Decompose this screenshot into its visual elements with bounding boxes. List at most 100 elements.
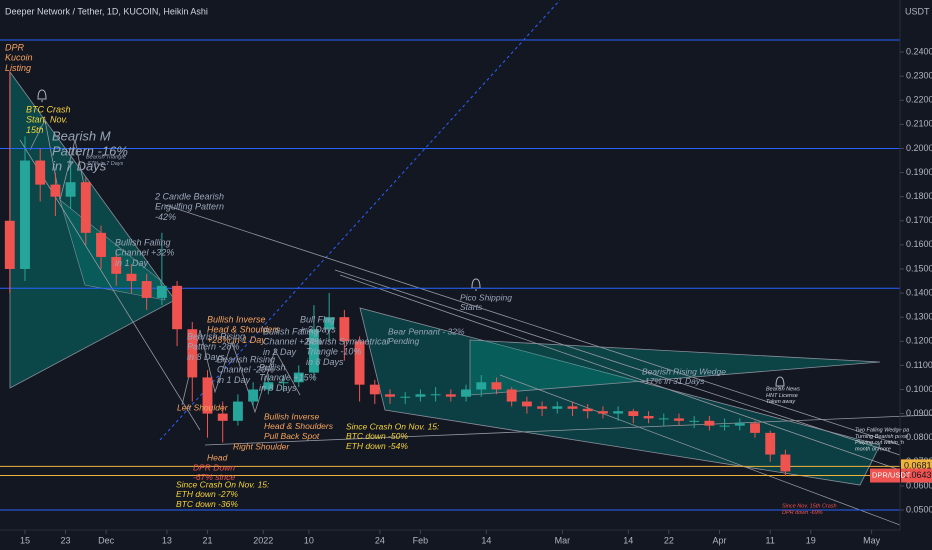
price-label: 0.0681 bbox=[904, 461, 932, 471]
annotation: Bullish Falling bbox=[115, 237, 171, 247]
candle-body bbox=[339, 317, 350, 342]
x-tick-label: 2022 bbox=[253, 535, 273, 545]
annotation: in 1 Day bbox=[115, 258, 149, 268]
annotation: BTC down -36% bbox=[176, 499, 238, 509]
candle-body bbox=[476, 382, 487, 390]
annotation: Channel +32% bbox=[115, 248, 174, 258]
y-tick-label: 0.0500 bbox=[906, 504, 932, 514]
x-tick-label: 15 bbox=[20, 535, 30, 545]
trend-line bbox=[204, 414, 932, 446]
annotation: DPR bbox=[5, 42, 25, 52]
annotation: Head bbox=[207, 452, 228, 462]
annotation: Bearish Rising bbox=[217, 354, 275, 364]
candle-body bbox=[369, 384, 380, 395]
annotation: Bull Flag bbox=[300, 314, 335, 324]
annotation: Taken away bbox=[766, 399, 796, 405]
annotation: Head & Shoulders bbox=[264, 421, 334, 431]
candle-body bbox=[628, 411, 639, 416]
drawings bbox=[9, 0, 932, 526]
candle-body bbox=[385, 394, 395, 397]
annotation: Pull Back Spot bbox=[264, 431, 320, 441]
candle-body bbox=[35, 160, 46, 185]
annotation: in 2 Day bbox=[263, 347, 297, 357]
x-tick-label: Dec bbox=[98, 535, 115, 545]
bell-icon bbox=[775, 376, 785, 389]
candle-body bbox=[96, 232, 106, 257]
annotation: DPR down -69% bbox=[782, 510, 823, 516]
annotation: Right Shoulder bbox=[233, 441, 290, 451]
candle-body bbox=[156, 285, 167, 298]
candle-body bbox=[20, 160, 30, 269]
annotation: Bullish bbox=[259, 362, 286, 372]
y-tick-label: 0.1700 bbox=[906, 215, 932, 225]
annotation: Bullish Falling bbox=[263, 326, 319, 336]
plot bbox=[0, 39, 900, 511]
annotation: Bullish Inverse bbox=[207, 314, 266, 324]
annotation: in 8 Days bbox=[306, 357, 344, 367]
annotation: -42% bbox=[155, 212, 176, 222]
annotation: Left Shoulder bbox=[177, 402, 229, 412]
annotation: Kucoin bbox=[5, 53, 33, 63]
annotation: in 8 Days bbox=[259, 383, 297, 393]
price-label-box bbox=[901, 468, 932, 483]
annotation: Starts bbox=[460, 302, 483, 312]
annotation: Bullish Inverse bbox=[264, 411, 320, 421]
y-tick-label: 0.1000 bbox=[906, 384, 932, 394]
x-tick-label: 24 bbox=[375, 535, 385, 545]
pennant-zone bbox=[359, 307, 881, 486]
candle-body bbox=[293, 372, 304, 383]
annotation: Bearish M bbox=[52, 128, 111, 143]
candle-body bbox=[537, 406, 548, 409]
x-tick-label: 14 bbox=[481, 535, 491, 545]
annotation: in 8 Days bbox=[187, 352, 225, 362]
rising-wedge-zone bbox=[469, 339, 881, 396]
candle-body bbox=[658, 418, 669, 420]
annotation: Bear Pennant - 32% bbox=[388, 326, 465, 336]
header-title: Deeper Network / Tether, 1D, KUCOIN, Hei… bbox=[5, 6, 208, 16]
annotation: Triangle +15% bbox=[259, 373, 317, 383]
trend-line bbox=[164, 204, 901, 446]
x-tick-label: May bbox=[863, 535, 881, 545]
y-tick-label: 0.1400 bbox=[906, 287, 932, 297]
y-tick-label: 0.2200 bbox=[906, 95, 932, 105]
x-tick-label: 22 bbox=[664, 535, 674, 545]
candle-body bbox=[232, 401, 243, 421]
axis-unit: USDT bbox=[905, 6, 930, 16]
annotation: Turning Bearish possi bbox=[855, 434, 909, 440]
annotation: Pattern -16% bbox=[52, 143, 128, 158]
annotation: BTC down -50% bbox=[346, 431, 408, 441]
trend-line bbox=[499, 374, 901, 526]
annotation: in 1 Day bbox=[217, 375, 251, 385]
annotation: DPR Down bbox=[193, 462, 235, 472]
annotation: Since Crash On Nov. 15: bbox=[176, 479, 270, 489]
x-tick-label: 14 bbox=[623, 535, 633, 545]
symbol-label: DPR/USDT bbox=[872, 471, 911, 480]
annotation: Engulfing Pattern bbox=[155, 202, 224, 212]
annotation: ETH down -54% bbox=[346, 441, 408, 451]
candle-body bbox=[172, 285, 183, 330]
y-tick-label: 0.1300 bbox=[906, 312, 932, 322]
y-tick-label: 0.1900 bbox=[906, 167, 932, 177]
annotation: Start, Nov. bbox=[26, 115, 68, 125]
candle-body bbox=[552, 406, 563, 409]
trend-line bbox=[339, 274, 901, 471]
candle-body bbox=[80, 182, 91, 233]
candle-body bbox=[765, 432, 776, 455]
y-tick-label: 0.1800 bbox=[906, 191, 932, 201]
annotation: Since Nov. 15th Crash bbox=[782, 503, 837, 509]
candle-body bbox=[506, 389, 517, 402]
annotation: Pico Shipping bbox=[460, 292, 512, 302]
candle-body bbox=[613, 411, 624, 414]
candle-body bbox=[750, 423, 760, 433]
annotation: Channel +24% bbox=[263, 337, 322, 347]
x-tick-label: 21 bbox=[202, 535, 212, 545]
annotation: Two Falling Wedge pa bbox=[855, 427, 909, 433]
annotation: -57% in 7 Days bbox=[86, 161, 124, 167]
candle-body bbox=[521, 401, 532, 407]
x-tick-label: 13 bbox=[162, 535, 172, 545]
y-tick-label: 0.0600 bbox=[906, 480, 932, 490]
x-tick-label: 10 bbox=[304, 535, 314, 545]
